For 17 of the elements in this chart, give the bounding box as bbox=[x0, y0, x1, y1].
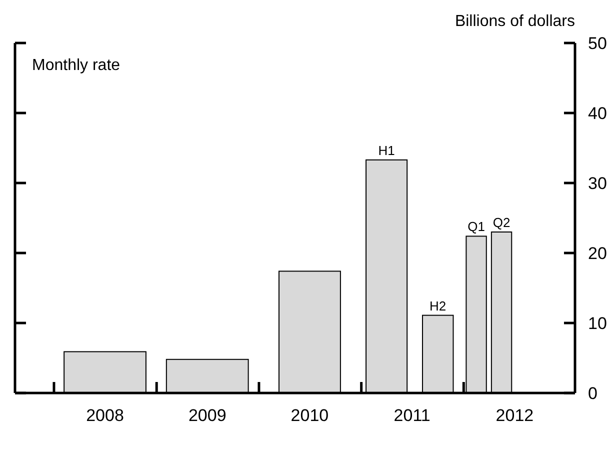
data-label: Q1 bbox=[468, 219, 485, 234]
x-tick-label: 2012 bbox=[496, 406, 534, 425]
x-tick-label: 2008 bbox=[86, 406, 124, 425]
x-tick-label: 2010 bbox=[290, 406, 329, 425]
annotation: Monthly rate bbox=[32, 57, 120, 74]
y-tick-label: 40 bbox=[588, 104, 607, 123]
data-label: H1 bbox=[378, 142, 395, 158]
y-tick-label: 50 bbox=[588, 34, 607, 53]
data-label: H2 bbox=[430, 298, 446, 314]
y-tick-label: 0 bbox=[588, 384, 598, 403]
x-tick-label: 2011 bbox=[394, 406, 430, 425]
y-tick-label: 10 bbox=[588, 314, 607, 333]
data-label: Q2 bbox=[492, 215, 510, 230]
x-tick-label: 2009 bbox=[188, 406, 226, 425]
y-axis-title: Billions of dollars bbox=[454, 13, 575, 30]
y-tick-label: 20 bbox=[588, 244, 607, 263]
y-tick-label: 30 bbox=[588, 174, 607, 193]
